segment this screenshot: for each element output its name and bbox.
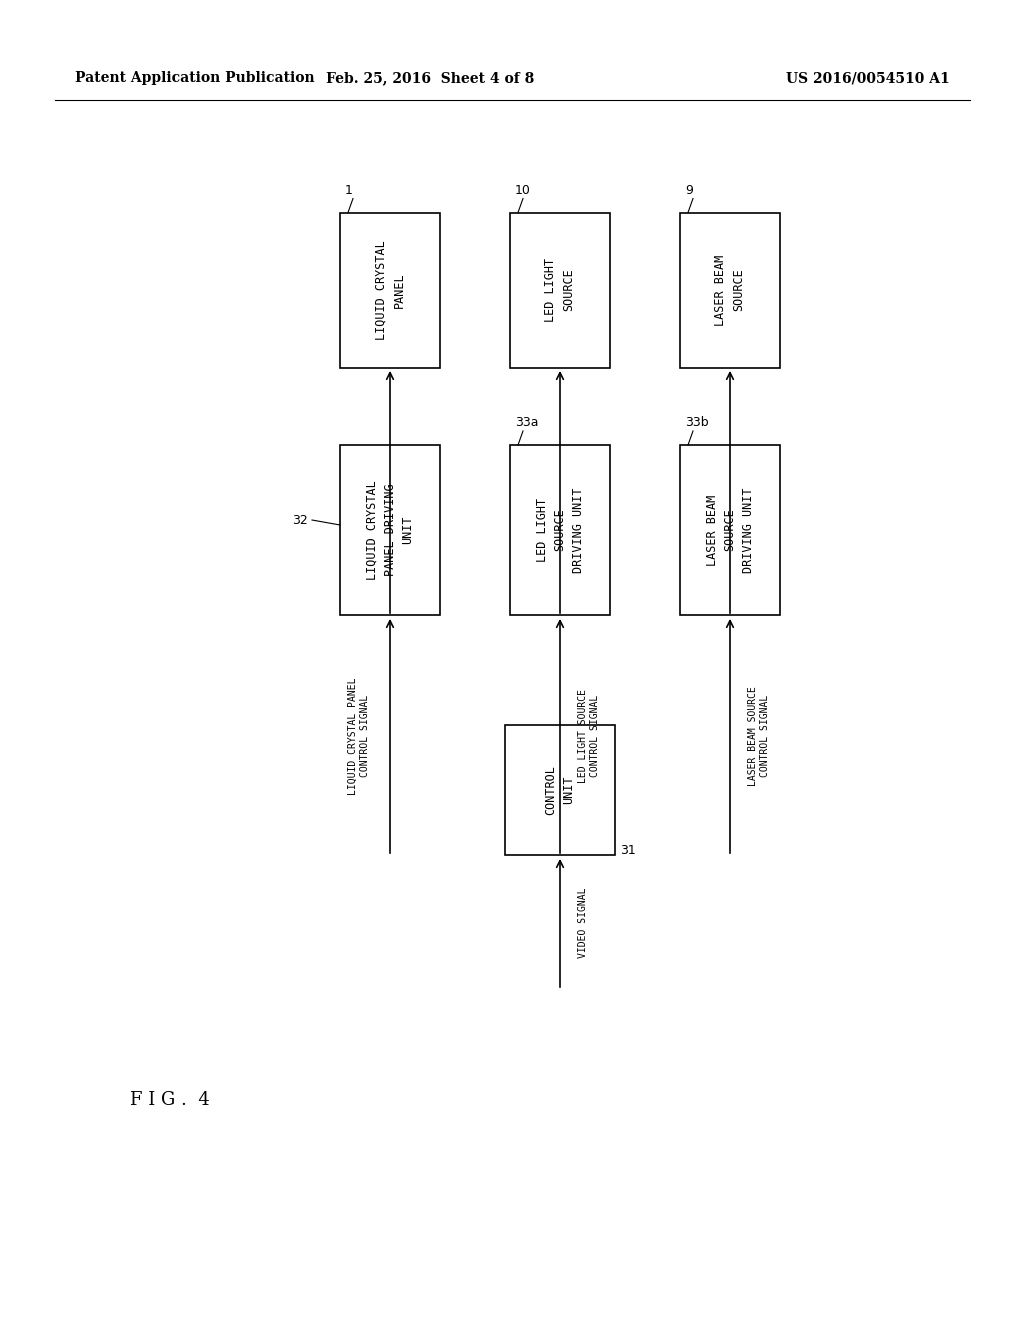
Text: 33a: 33a — [515, 417, 539, 429]
Text: Feb. 25, 2016  Sheet 4 of 8: Feb. 25, 2016 Sheet 4 of 8 — [326, 71, 535, 84]
Bar — [510, 213, 610, 367]
Text: LED LIGHT
SOURCE
DRIVING UNIT: LED LIGHT SOURCE DRIVING UNIT — [536, 487, 585, 573]
Text: LIQUID CRYSTAL
PANEL DRIVING
UNIT: LIQUID CRYSTAL PANEL DRIVING UNIT — [366, 480, 415, 579]
Text: LIQUID CRYSTAL PANEL
CONTROL SIGNAL: LIQUID CRYSTAL PANEL CONTROL SIGNAL — [347, 677, 370, 795]
Text: LIQUID CRYSTAL
PANEL: LIQUID CRYSTAL PANEL — [375, 240, 406, 339]
Bar — [680, 445, 780, 615]
Text: CONTROL
UNIT: CONTROL UNIT — [545, 766, 575, 814]
Bar — [340, 213, 440, 367]
Text: VIDEO SIGNAL: VIDEO SIGNAL — [578, 888, 588, 958]
Bar — [510, 445, 610, 615]
Text: 10: 10 — [515, 183, 530, 197]
Text: 31: 31 — [620, 843, 636, 857]
Text: LED LIGHT SOURCE
CONTROL SIGNAL: LED LIGHT SOURCE CONTROL SIGNAL — [578, 689, 600, 783]
Text: US 2016/0054510 A1: US 2016/0054510 A1 — [786, 71, 950, 84]
Bar — [505, 725, 615, 855]
Text: 32: 32 — [292, 513, 308, 527]
Text: F I G .  4: F I G . 4 — [130, 1092, 210, 1109]
Bar — [680, 213, 780, 367]
Text: 9: 9 — [685, 183, 693, 197]
Text: 33b: 33b — [685, 417, 709, 429]
Text: LASER BEAM
SOURCE
DRIVING UNIT: LASER BEAM SOURCE DRIVING UNIT — [706, 487, 755, 573]
Text: LASER BEAM SOURCE
CONTROL SIGNAL: LASER BEAM SOURCE CONTROL SIGNAL — [748, 686, 770, 785]
Text: 1: 1 — [345, 183, 353, 197]
Bar — [340, 445, 440, 615]
Text: LASER BEAM
SOURCE: LASER BEAM SOURCE — [715, 255, 745, 326]
Text: LED LIGHT
SOURCE: LED LIGHT SOURCE — [545, 257, 575, 322]
Text: Patent Application Publication: Patent Application Publication — [75, 71, 314, 84]
